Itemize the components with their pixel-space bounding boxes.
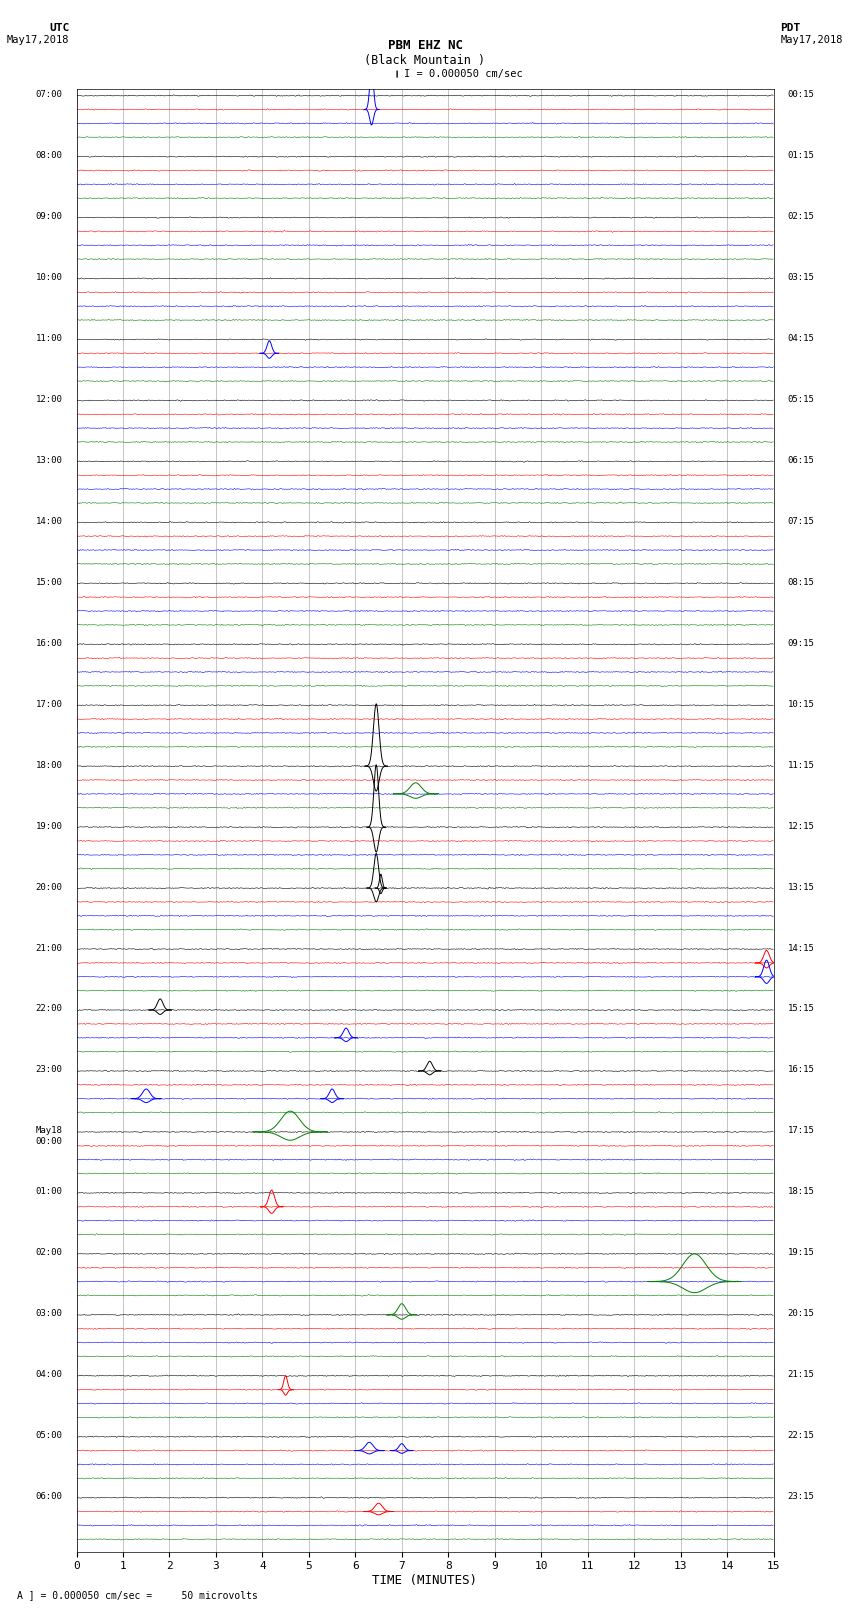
Text: 07:15: 07:15 (787, 516, 814, 526)
Text: 03:15: 03:15 (787, 273, 814, 282)
Text: 02:15: 02:15 (787, 211, 814, 221)
Text: 22:00: 22:00 (36, 1005, 63, 1013)
Text: 21:00: 21:00 (36, 944, 63, 953)
Text: 05:15: 05:15 (787, 395, 814, 403)
Text: UTC: UTC (49, 23, 70, 34)
Text: 23:00: 23:00 (36, 1066, 63, 1074)
Text: 11:00: 11:00 (36, 334, 63, 344)
Text: 20:00: 20:00 (36, 882, 63, 892)
Text: 10:15: 10:15 (787, 700, 814, 708)
Text: 00:15: 00:15 (787, 90, 814, 98)
Text: 06:15: 06:15 (787, 456, 814, 465)
Text: 17:15: 17:15 (787, 1126, 814, 1136)
Text: 22:15: 22:15 (787, 1431, 814, 1440)
Text: 01:15: 01:15 (787, 152, 814, 160)
Text: 18:15: 18:15 (787, 1187, 814, 1197)
Text: 12:00: 12:00 (36, 395, 63, 403)
X-axis label: TIME (MINUTES): TIME (MINUTES) (372, 1574, 478, 1587)
Text: 04:15: 04:15 (787, 334, 814, 344)
Text: 02:00: 02:00 (36, 1248, 63, 1257)
Text: May18
00:00: May18 00:00 (36, 1126, 63, 1145)
Text: May17,2018: May17,2018 (7, 35, 70, 45)
Text: A ] = 0.000050 cm/sec =     50 microvolts: A ] = 0.000050 cm/sec = 50 microvolts (17, 1590, 258, 1600)
Text: 13:15: 13:15 (787, 882, 814, 892)
Text: 15:00: 15:00 (36, 577, 63, 587)
Text: 06:00: 06:00 (36, 1492, 63, 1502)
Text: 11:15: 11:15 (787, 761, 814, 769)
Text: 03:00: 03:00 (36, 1310, 63, 1318)
Text: 18:00: 18:00 (36, 761, 63, 769)
Text: 15:15: 15:15 (787, 1005, 814, 1013)
Text: 14:15: 14:15 (787, 944, 814, 953)
Text: 21:15: 21:15 (787, 1369, 814, 1379)
Text: PBM EHZ NC: PBM EHZ NC (388, 39, 462, 52)
Text: 23:15: 23:15 (787, 1492, 814, 1502)
Text: I = 0.000050 cm/sec: I = 0.000050 cm/sec (404, 69, 523, 79)
Text: 19:00: 19:00 (36, 821, 63, 831)
Text: 13:00: 13:00 (36, 456, 63, 465)
Text: (Black Mountain ): (Black Mountain ) (365, 53, 485, 66)
Text: 08:15: 08:15 (787, 577, 814, 587)
Text: May17,2018: May17,2018 (780, 35, 843, 45)
Text: 04:00: 04:00 (36, 1369, 63, 1379)
Text: 17:00: 17:00 (36, 700, 63, 708)
Text: 09:00: 09:00 (36, 211, 63, 221)
Text: 20:15: 20:15 (787, 1310, 814, 1318)
Text: 08:00: 08:00 (36, 152, 63, 160)
Text: PDT: PDT (780, 23, 801, 34)
Text: 05:00: 05:00 (36, 1431, 63, 1440)
Text: 16:00: 16:00 (36, 639, 63, 648)
Text: 07:00: 07:00 (36, 90, 63, 98)
Text: 19:15: 19:15 (787, 1248, 814, 1257)
Text: 10:00: 10:00 (36, 273, 63, 282)
Text: 14:00: 14:00 (36, 516, 63, 526)
Text: 16:15: 16:15 (787, 1066, 814, 1074)
Text: 01:00: 01:00 (36, 1187, 63, 1197)
Text: 09:15: 09:15 (787, 639, 814, 648)
Text: 12:15: 12:15 (787, 821, 814, 831)
